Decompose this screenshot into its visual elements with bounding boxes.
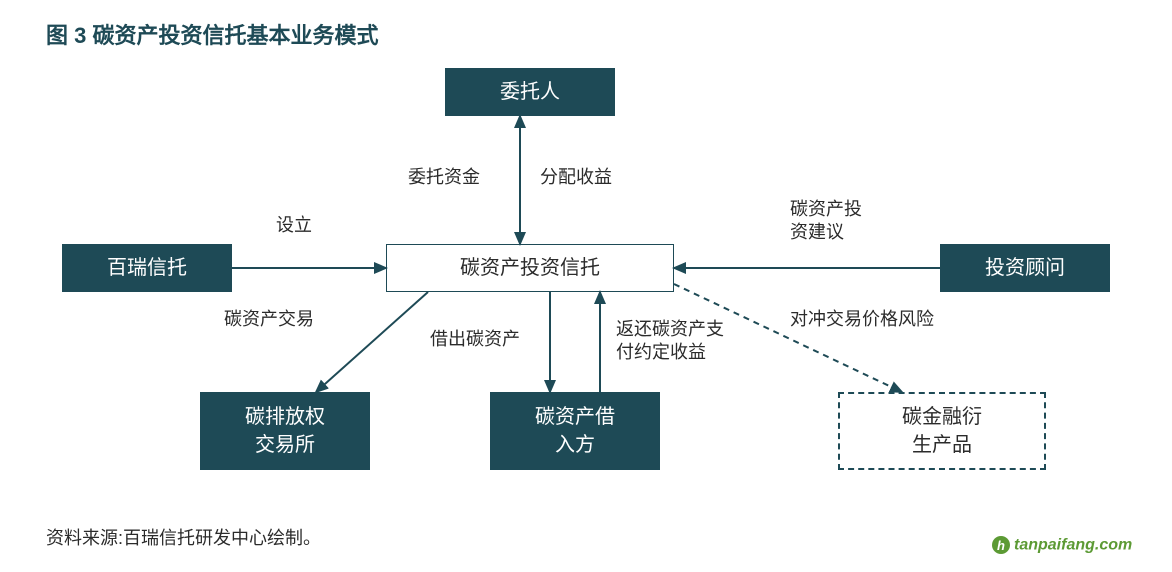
node-exchange: 碳排放权 交易所 xyxy=(200,392,370,470)
source-caption: 资料来源:百瑞信托研发中心绘制。 xyxy=(46,524,321,550)
node-settlor: 委托人 xyxy=(445,68,615,116)
edge-label-l8: 对冲交易价格风险 xyxy=(790,308,934,331)
watermark-text: tanpaifang.com xyxy=(1014,537,1132,554)
edge-e4 xyxy=(316,292,428,392)
edge-label-l5: 碳资产交易 xyxy=(224,308,314,331)
edge-label-l3: 设立 xyxy=(276,214,312,237)
node-advisor: 投资顾问 xyxy=(940,244,1110,292)
edge-label-l7: 返还碳资产支 付约定收益 xyxy=(616,318,724,365)
edge-label-l6: 借出碳资产 xyxy=(430,328,520,351)
node-bairui: 百瑞信托 xyxy=(62,244,232,292)
figure-title: 图 3 碳资产投资信托基本业务模式 xyxy=(46,18,378,50)
watermark-icon: h xyxy=(992,536,1010,554)
watermark: htanpaifang.com xyxy=(992,536,1132,555)
edge-label-l4: 碳资产投 资建议 xyxy=(790,198,862,245)
edge-label-l2: 分配收益 xyxy=(540,166,612,189)
edge-label-l1: 委托资金 xyxy=(408,166,480,189)
node-derivative: 碳金融衍 生产品 xyxy=(838,392,1046,470)
node-borrower: 碳资产借 入方 xyxy=(490,392,660,470)
node-center: 碳资产投资信托 xyxy=(386,244,674,292)
